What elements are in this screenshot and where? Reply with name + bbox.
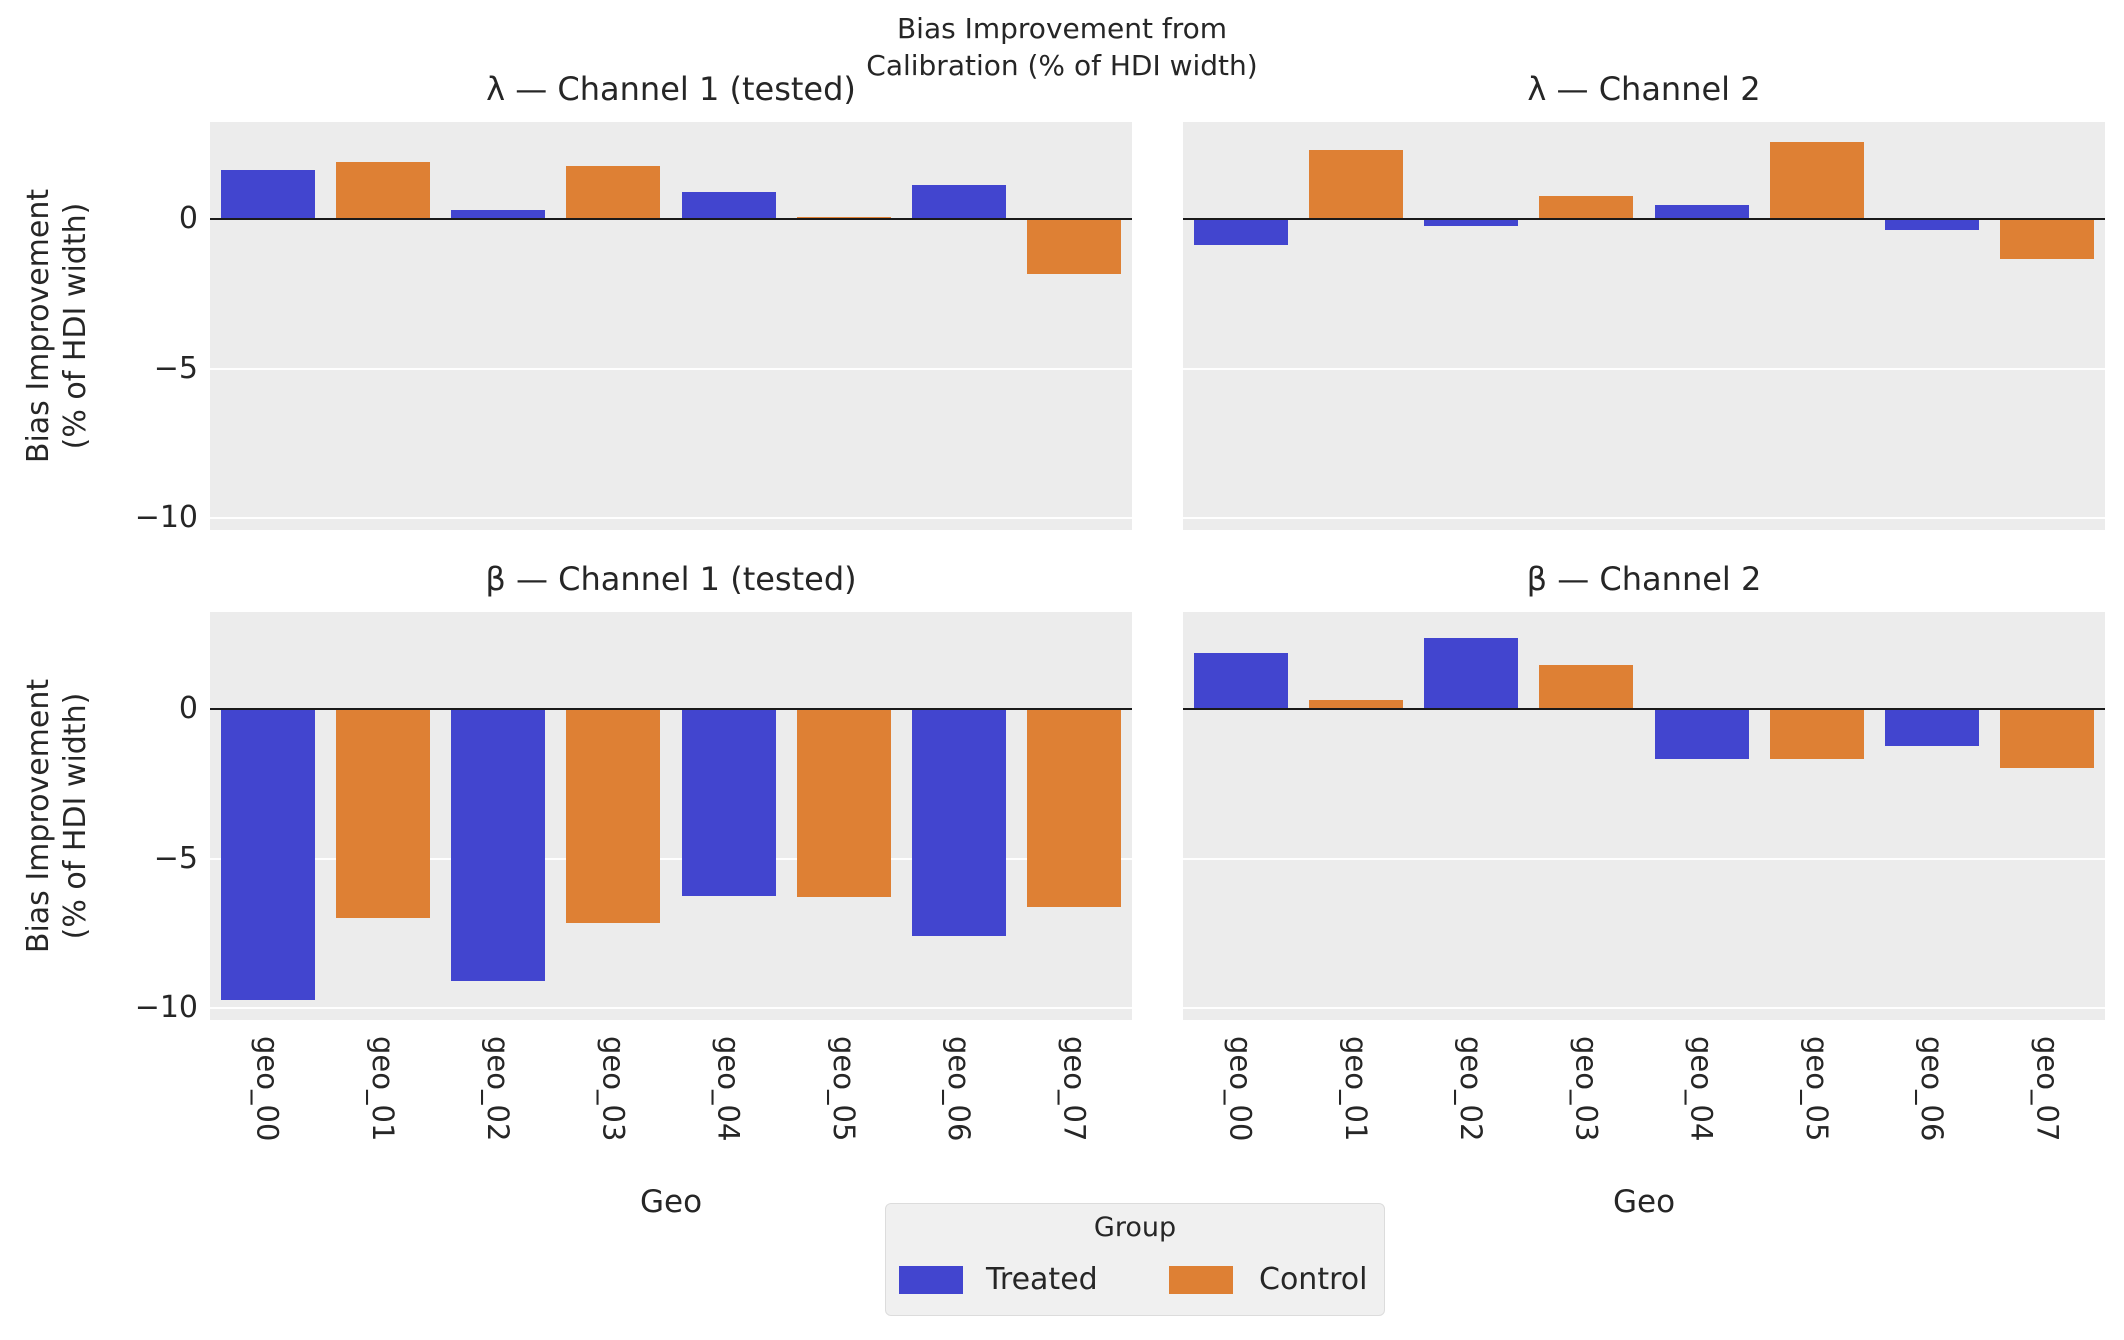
bar-beta-ch2-geo_07 xyxy=(2000,709,2095,768)
legend-title: Group xyxy=(1093,1212,1177,1243)
bar-beta-ch1-geo_01 xyxy=(335,709,430,919)
bar-beta-ch2-geo_01 xyxy=(1308,699,1403,710)
bar-lambda-ch1-geo_03 xyxy=(566,165,661,220)
x-tick-label-geo_06: geo_06 xyxy=(1915,1036,1950,1142)
bar-lambda-ch2-geo_02 xyxy=(1424,219,1519,226)
y-tick-label--10: −10 xyxy=(134,990,198,1026)
bar-lambda-ch1-geo_00 xyxy=(220,169,315,220)
legend: Group Treated Control xyxy=(885,1203,1385,1316)
bar-lambda-ch1-geo_02 xyxy=(451,209,546,220)
x-tick-label-geo_01: geo_01 xyxy=(1338,1036,1373,1142)
zero-axis-line xyxy=(1183,217,2105,221)
gridline-y-10 xyxy=(210,517,1132,520)
bar-beta-ch2-geo_04 xyxy=(1654,709,1749,759)
x-axis-label-left: Geo xyxy=(639,1184,703,1220)
bar-lambda-ch1-geo_07 xyxy=(1027,219,1122,274)
subplot-title-lambda-ch2: λ — Channel 2 xyxy=(1527,70,1761,108)
x-tick-label-geo_07: geo_07 xyxy=(2030,1036,2065,1142)
plot-panel-beta-ch1 xyxy=(210,612,1132,1020)
legend-swatch-control xyxy=(1169,1266,1233,1294)
bar-lambda-ch1-geo_06 xyxy=(912,185,1007,220)
gridline-y-5 xyxy=(1183,367,2105,370)
bar-beta-ch2-geo_03 xyxy=(1539,664,1634,710)
x-tick-label-geo_04: geo_04 xyxy=(1684,1036,1719,1142)
y-tick-label--5: −5 xyxy=(153,840,198,876)
zero-axis-line xyxy=(210,707,1132,711)
x-tick-label-geo_00: geo_00 xyxy=(1223,1036,1258,1142)
x-tick-label-geo_05: geo_05 xyxy=(1799,1036,1834,1142)
x-tick-label-geo_02: geo_02 xyxy=(481,1036,516,1142)
legend-label-treated: Treated xyxy=(986,1262,1098,1297)
bar-beta-ch1-geo_02 xyxy=(451,709,546,981)
y-axis-label-bottom-row: Bias Improvement (% of HDI width) xyxy=(21,678,93,954)
x-axis-label-right: Geo xyxy=(1612,1184,1676,1220)
plot-panel-lambda-ch1 xyxy=(210,122,1132,530)
x-tick-label-geo_03: geo_03 xyxy=(596,1036,631,1142)
bar-lambda-ch1-geo_01 xyxy=(335,162,430,220)
bar-beta-ch1-geo_05 xyxy=(796,709,891,898)
zero-axis-line xyxy=(210,217,1132,221)
y-tick-label-0: 0 xyxy=(178,201,198,237)
bar-beta-ch1-geo_04 xyxy=(681,709,776,896)
bar-lambda-ch2-geo_06 xyxy=(1885,219,1980,231)
bar-lambda-ch2-geo_03 xyxy=(1539,195,1634,220)
x-tick-label-geo_00: geo_00 xyxy=(250,1036,285,1142)
plot-panel-beta-ch2 xyxy=(1183,612,2105,1020)
gridline-y-5 xyxy=(1183,857,2105,860)
gridline-y-10 xyxy=(1183,517,2105,520)
x-tick-label-geo_01: geo_01 xyxy=(365,1036,400,1142)
bar-lambda-ch2-geo_00 xyxy=(1193,219,1288,245)
bar-beta-ch2-geo_05 xyxy=(1769,709,1864,760)
gridline-y-5 xyxy=(210,367,1132,370)
legend-swatch-treated xyxy=(899,1266,963,1294)
bar-beta-ch1-geo_07 xyxy=(1027,709,1122,907)
gridline-y-10 xyxy=(1183,1007,2105,1010)
bar-lambda-ch1-geo_04 xyxy=(681,192,776,220)
y-axis-label-top-row: Bias Improvement (% of HDI width) xyxy=(21,188,93,464)
bar-beta-ch1-geo_06 xyxy=(912,709,1007,937)
y-tick-label--10: −10 xyxy=(134,500,198,536)
bar-lambda-ch2-geo_05 xyxy=(1769,142,1864,220)
gridline-y-5 xyxy=(210,857,1132,860)
bar-lambda-ch2-geo_01 xyxy=(1308,149,1403,220)
bar-lambda-ch2-geo_07 xyxy=(2000,219,2095,260)
subplot-title-beta-ch2: β — Channel 2 xyxy=(1526,560,1762,598)
bar-beta-ch2-geo_06 xyxy=(1885,709,1980,746)
bar-beta-ch2-geo_02 xyxy=(1424,638,1519,710)
plot-panel-lambda-ch2 xyxy=(1183,122,2105,530)
x-tick-label-geo_07: geo_07 xyxy=(1057,1036,1092,1142)
bar-beta-ch2-geo_00 xyxy=(1193,653,1288,710)
zero-axis-line xyxy=(1183,707,2105,711)
bar-beta-ch1-geo_03 xyxy=(566,709,661,923)
gridline-y-10 xyxy=(210,1007,1132,1010)
y-tick-label-0: 0 xyxy=(178,691,198,727)
subplot-title-beta-ch1: β — Channel 1 (tested) xyxy=(485,560,857,598)
x-tick-label-geo_02: geo_02 xyxy=(1454,1036,1489,1142)
bar-beta-ch1-geo_00 xyxy=(220,709,315,1000)
figure-title: Bias Improvement from Calibration (% of … xyxy=(866,12,1258,82)
x-tick-label-geo_04: geo_04 xyxy=(711,1036,746,1142)
bar-lambda-ch2-geo_04 xyxy=(1654,205,1749,220)
subplot-title-lambda-ch1: λ — Channel 1 (tested) xyxy=(486,70,856,108)
x-tick-label-geo_06: geo_06 xyxy=(942,1036,977,1142)
x-tick-label-geo_05: geo_05 xyxy=(826,1036,861,1142)
y-tick-label--5: −5 xyxy=(153,350,198,386)
legend-label-control: Control xyxy=(1259,1262,1368,1297)
x-tick-label-geo_03: geo_03 xyxy=(1569,1036,1604,1142)
